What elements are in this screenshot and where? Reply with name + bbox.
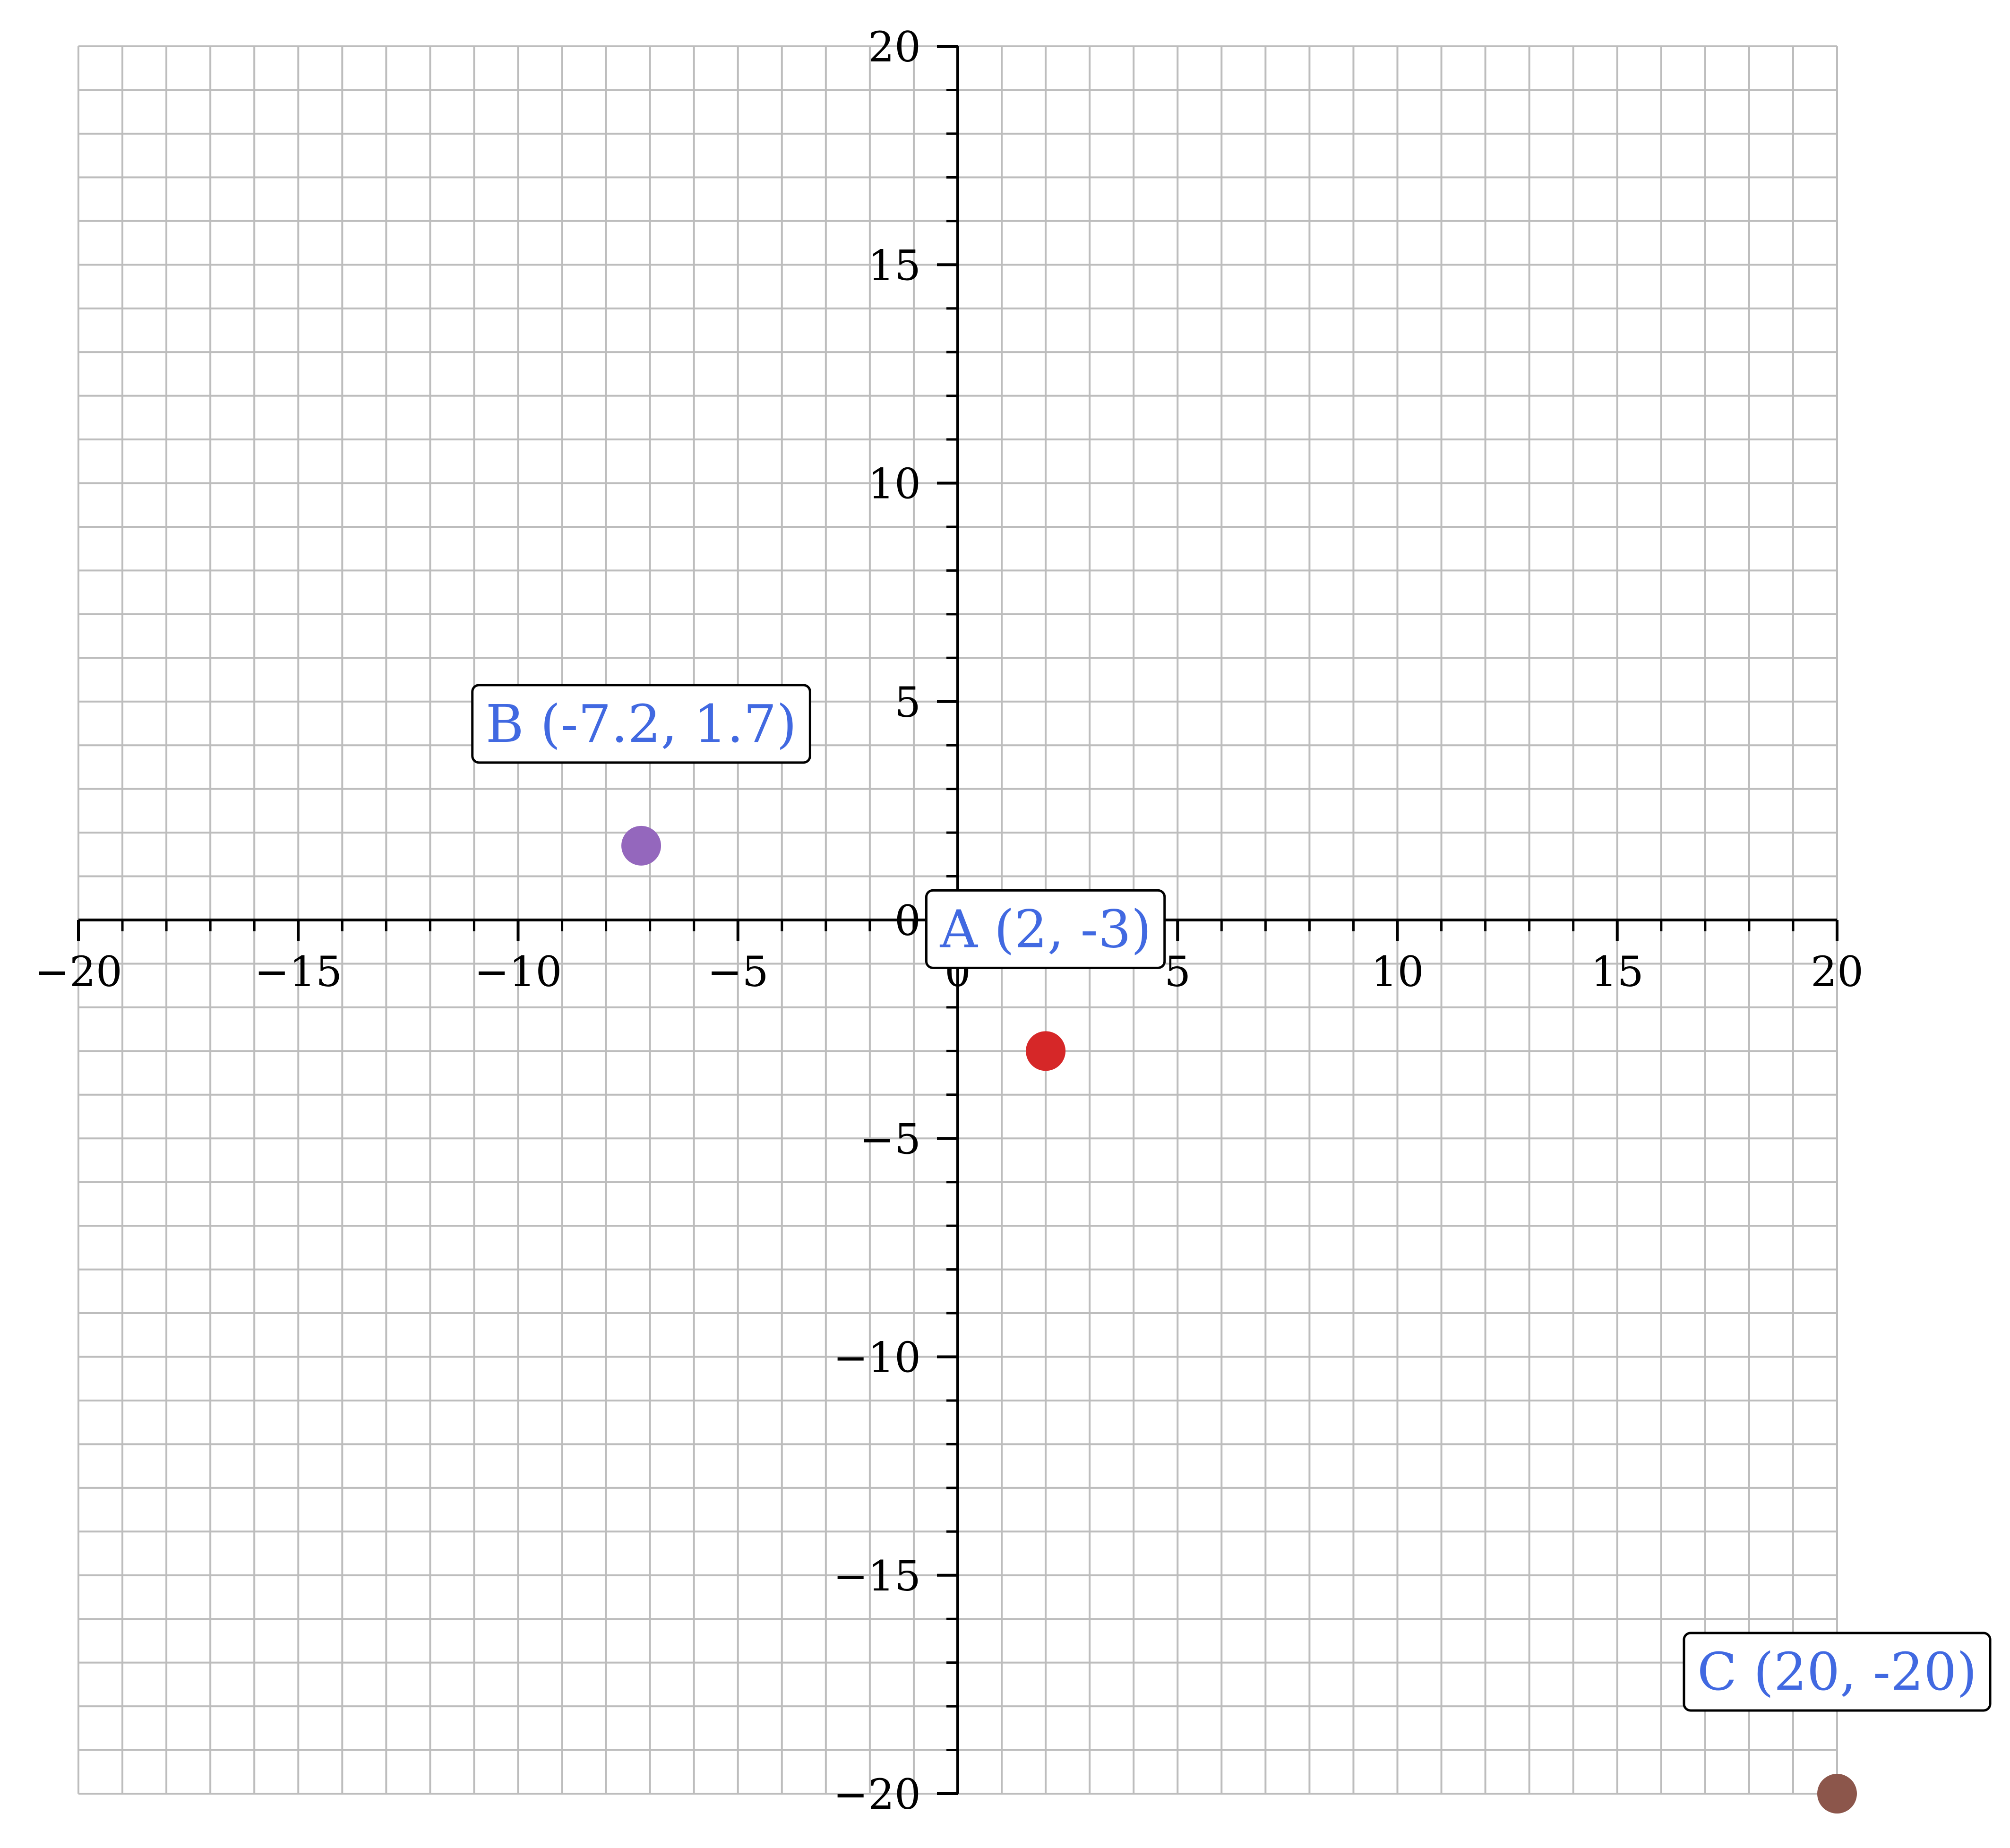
data-point [1817, 1774, 1857, 1814]
point-label-text: C (20, -20) [1697, 1642, 1977, 1702]
point-label-text: A (2, -3) [939, 899, 1151, 959]
point-label: A (2, -3) [925, 889, 1166, 969]
y-tick-label: 5 [894, 678, 921, 727]
point-label: B (-7.2, 1.7) [471, 684, 811, 764]
x-tick-label: 15 [1591, 947, 1644, 996]
point-label-box [471, 684, 811, 764]
x-tick-label: −15 [254, 947, 342, 996]
y-tick-label: 0 [894, 896, 921, 945]
point-label-text: B (-7.2, 1.7) [486, 694, 797, 754]
y-tick-label: −20 [833, 1770, 921, 1819]
x-tick-label: −5 [707, 947, 769, 996]
data-point [621, 825, 661, 866]
y-tick-label: 10 [868, 460, 921, 508]
point-label-box [925, 889, 1166, 969]
data-point [1026, 1031, 1066, 1071]
x-tick-label: −20 [34, 947, 122, 996]
y-tick-label: 15 [868, 241, 921, 290]
y-tick-label: 20 [868, 23, 921, 71]
y-tick-label: −10 [833, 1333, 921, 1382]
points: A (2, -3) B (-7.2, 1.7) C (20, -20) [471, 684, 1992, 1814]
point-label-box [1683, 1632, 1992, 1712]
y-tick-label: −5 [859, 1115, 921, 1163]
x-tick-label: 5 [1164, 947, 1191, 996]
point-label: C (20, -20) [1683, 1632, 1992, 1712]
x-tick-label: −10 [474, 947, 562, 996]
x-tick-label: 10 [1371, 947, 1424, 996]
x-tick-label: 20 [1811, 947, 1864, 996]
y-tick-label: −15 [833, 1552, 921, 1600]
